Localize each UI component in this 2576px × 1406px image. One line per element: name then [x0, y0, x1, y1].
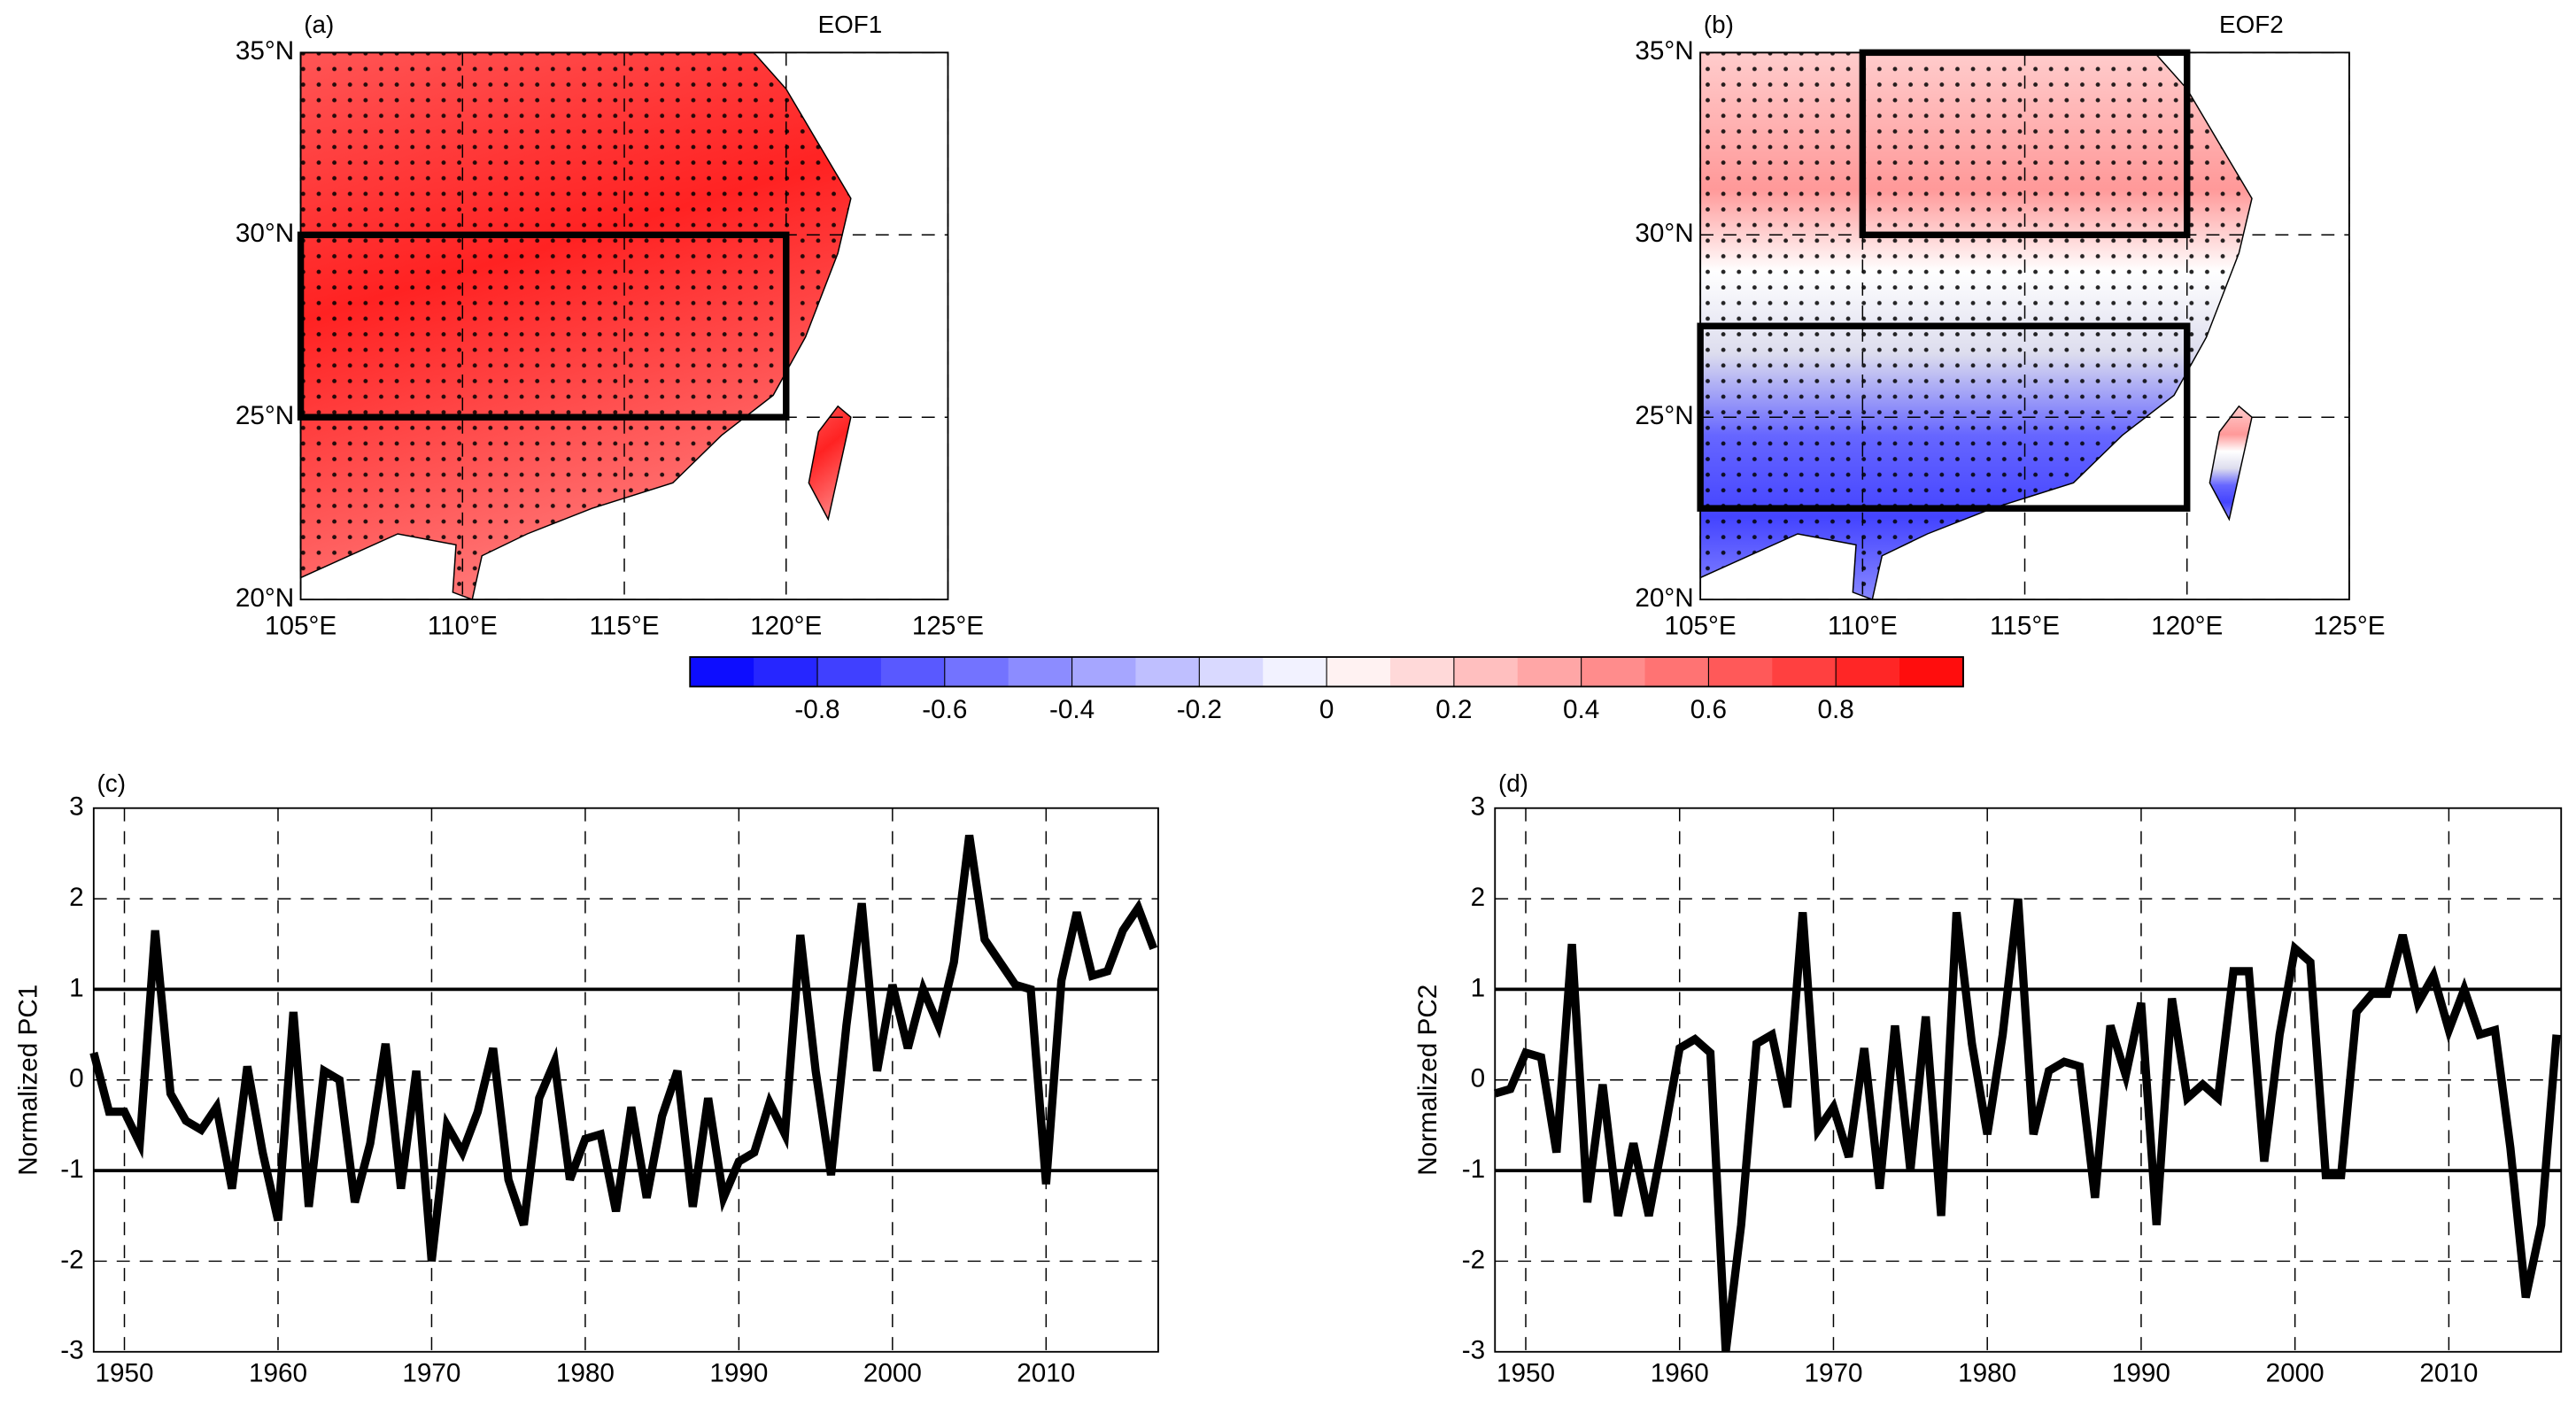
x-tick-label: 1960 [249, 1359, 307, 1388]
region-box [1859, 49, 2191, 238]
colorbar-cell [1263, 657, 1328, 687]
y-tick-label: 0 [69, 1064, 84, 1093]
colorbar-tick-label: -0.8 [794, 695, 839, 724]
colorbar-cell [1581, 657, 1646, 687]
y-tick-label: 3 [1471, 792, 1486, 822]
colorbar-cell [1708, 657, 1774, 687]
y-tick-label: -2 [1462, 1245, 1485, 1274]
x-tick-label: 2000 [2266, 1359, 2325, 1388]
colorbar-tick-label: -0.4 [1049, 695, 1095, 724]
x-tick-label: 125°E [912, 612, 984, 641]
colorbar-tick-label: -0.6 [922, 695, 967, 724]
colorbar-tick-label: 0.2 [1435, 695, 1472, 724]
y-tick-label: -3 [60, 1336, 83, 1365]
y-tick-label: -3 [1462, 1336, 1485, 1365]
colorbar-cell [1517, 657, 1582, 687]
x-tick-label: 1970 [402, 1359, 460, 1388]
chart-title: EOF2 [2219, 11, 2284, 38]
x-tick-label: 2000 [863, 1359, 922, 1388]
y-tick-label: 35°N [1635, 36, 1693, 66]
region-box [1697, 322, 2191, 512]
y-tick-label: 0 [1471, 1064, 1486, 1093]
x-tick-label: 1980 [1958, 1359, 2016, 1388]
y-axis-label: Normalized PC2 [1413, 985, 1443, 1176]
colorbar-cell [817, 657, 882, 687]
x-tick-label: 1950 [1497, 1359, 1555, 1388]
x-tick-label: 1970 [1804, 1359, 1862, 1388]
x-tick-label: 115°E [1990, 612, 2060, 641]
plot-frame [92, 807, 1159, 1353]
x-tick-label: 2010 [1017, 1359, 1075, 1388]
chart-title: EOF1 [818, 11, 883, 38]
colorbar-cell [1327, 657, 1391, 687]
panel-label: (c) [97, 769, 126, 797]
y-tick-label: 3 [69, 792, 84, 822]
pc-line [1493, 898, 2561, 1353]
colorbar-cell [1644, 657, 1710, 687]
x-tick-label: 110°E [1828, 612, 1898, 641]
colorbar-cell [944, 657, 1010, 687]
x-tick-label: 1950 [95, 1359, 153, 1388]
x-tick-label: 1990 [709, 1359, 768, 1388]
x-tick-label: 105°E [1665, 612, 1737, 641]
colorbar-tick-label: -0.2 [1177, 695, 1222, 724]
land-field [808, 405, 852, 521]
panel-label: (a) [304, 11, 334, 38]
y-tick-label: 1 [69, 973, 84, 1002]
y-axis-label: Normalized PC1 [13, 985, 43, 1176]
y-tick-label: 35°N [236, 36, 294, 66]
y-tick-label: 30°N [1635, 219, 1693, 248]
colorbar-cell [1008, 657, 1073, 687]
colorbar-cell [754, 657, 818, 687]
colorbar-cell [880, 657, 946, 687]
colorbar-cell [1389, 657, 1455, 687]
stippling [300, 52, 851, 600]
colorbar-cell [1199, 657, 1265, 687]
colorbar-frame [689, 656, 1964, 688]
y-tick-label: 20°N [236, 583, 294, 613]
y-tick-label: -1 [60, 1155, 83, 1184]
x-tick-label: 125°E [2313, 612, 2385, 641]
pc-line [89, 834, 1158, 1262]
y-tick-label: 20°N [1635, 583, 1693, 613]
colorbar-cell [1836, 657, 1901, 687]
y-tick-label: 25°N [1635, 401, 1693, 430]
x-tick-label: 110°E [428, 612, 498, 641]
colorbar-cell [1071, 657, 1137, 687]
colorbar-tick-label: 0.8 [1818, 695, 1854, 724]
x-tick-label: 115°E [590, 612, 660, 641]
panel-label: (b) [1704, 11, 1734, 38]
colorbar-cell [1135, 657, 1201, 687]
colorbar-cell [1899, 657, 1964, 687]
x-tick-label: 1990 [2112, 1359, 2170, 1388]
x-tick-label: 120°E [2151, 612, 2223, 641]
panel-label: (d) [1498, 769, 1528, 797]
y-tick-label: 30°N [236, 219, 294, 248]
y-tick-label: 2 [1471, 883, 1486, 912]
land-field [2209, 405, 2253, 521]
y-tick-label: 25°N [236, 401, 294, 430]
plot-frame [1494, 807, 2563, 1353]
colorbar-cell [1772, 657, 1837, 687]
y-tick-label: 2 [69, 883, 84, 912]
colorbar-cell [690, 657, 755, 687]
colorbar-tick-label: 0.4 [1563, 695, 1599, 724]
x-tick-label: 105°E [265, 612, 337, 641]
x-tick-label: 120°E [750, 612, 822, 641]
y-tick-label: -1 [1462, 1155, 1485, 1184]
colorbar-tick-label: 0.6 [1690, 695, 1727, 724]
x-tick-label: 1980 [556, 1359, 615, 1388]
y-tick-label: 1 [1471, 973, 1486, 1002]
colorbar-cell [1453, 657, 1519, 687]
y-tick-label: -2 [60, 1245, 83, 1274]
x-tick-label: 1960 [1651, 1359, 1709, 1388]
region-box [297, 231, 790, 421]
x-tick-label: 2010 [2419, 1359, 2478, 1388]
colorbar-tick-label: 0 [1319, 695, 1334, 724]
